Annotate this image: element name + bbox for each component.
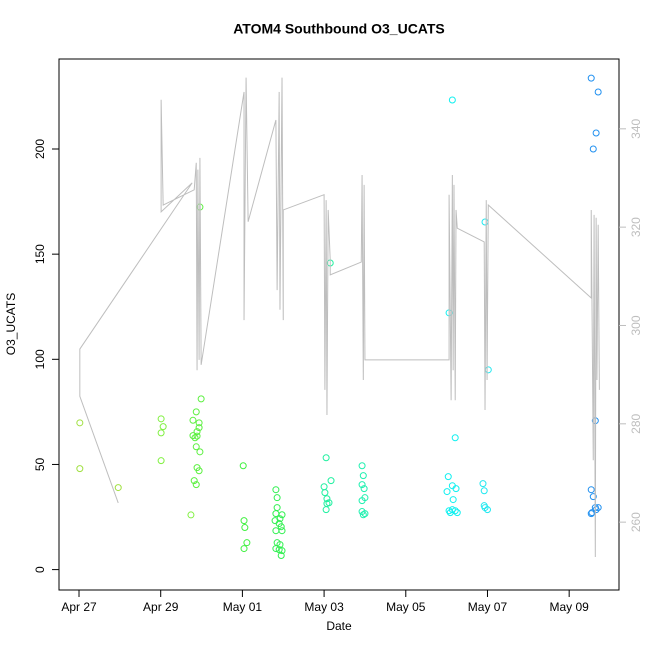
y2-tick-label: 340	[629, 118, 643, 138]
data-point	[481, 218, 489, 226]
data-point	[273, 504, 281, 512]
data-point	[196, 448, 204, 456]
data-point	[446, 509, 454, 517]
data-point	[587, 74, 595, 82]
data-point	[76, 465, 84, 473]
data-point	[189, 416, 197, 424]
y-tick-label: 50	[33, 457, 47, 471]
y2-tick-label: 280	[629, 413, 643, 433]
data-point	[361, 510, 369, 518]
y-axis-label: O3_UCATS	[4, 293, 18, 355]
data-point	[273, 494, 281, 502]
data-point	[322, 454, 330, 462]
data-point	[192, 443, 200, 451]
data-point	[444, 473, 452, 481]
data-point	[193, 432, 201, 440]
data-point	[272, 545, 280, 553]
y-tick-label: 200	[33, 139, 47, 159]
data-point	[192, 408, 200, 416]
data-point	[272, 510, 280, 518]
plot-frame	[58, 58, 620, 591]
x-tick-label: May 09	[549, 600, 589, 614]
data-point	[359, 511, 367, 519]
y-tick-label: 150	[33, 244, 47, 264]
y2-tick-label: 300	[629, 315, 643, 335]
chart-title: ATOM4 Southbound O3_UCATS	[233, 21, 445, 37]
data-point	[484, 366, 492, 374]
data-point	[592, 506, 600, 514]
data-point	[589, 493, 597, 501]
data-point	[587, 486, 595, 494]
y2-tick-label: 260	[629, 512, 643, 532]
data-point	[322, 506, 330, 514]
x-tick-label: Apr 29	[143, 600, 179, 614]
y2-tick-label: 320	[629, 217, 643, 237]
data-point	[189, 432, 197, 440]
x-tick-label: May 05	[386, 600, 426, 614]
data-point	[360, 485, 368, 493]
data-point	[325, 499, 333, 507]
data-point	[114, 484, 122, 492]
data-point	[449, 496, 457, 504]
data-point	[190, 477, 198, 485]
data-point	[480, 487, 488, 495]
data-point	[451, 434, 459, 442]
data-point	[241, 524, 249, 532]
data-point	[453, 509, 461, 517]
data-point	[76, 419, 84, 427]
data-point	[157, 429, 165, 437]
y-tick-label: 0	[33, 566, 47, 573]
data-point	[192, 481, 200, 489]
data-point	[320, 483, 328, 491]
data-point	[240, 517, 248, 525]
y-tick-label: 100	[33, 349, 47, 369]
data-point	[594, 88, 602, 96]
data-point	[587, 510, 595, 518]
data-point	[327, 477, 335, 485]
data-point	[358, 462, 366, 470]
data-point	[358, 481, 366, 489]
data-point	[157, 415, 165, 423]
data-point	[239, 462, 247, 470]
data-point	[358, 497, 366, 505]
data-point	[195, 419, 203, 427]
data-point	[483, 506, 491, 514]
data-point	[157, 457, 165, 465]
data-point	[359, 472, 367, 480]
data-point	[592, 129, 600, 137]
data-point	[193, 428, 201, 436]
data-point	[276, 515, 284, 523]
x-axis-label: Date	[326, 619, 352, 633]
data-point	[277, 523, 285, 531]
data-point	[443, 488, 451, 496]
x-tick-label: May 07	[468, 600, 508, 614]
x-tick-label: May 01	[223, 600, 263, 614]
data-point	[197, 395, 205, 403]
data-point	[479, 480, 487, 488]
x-tick-label: Apr 27	[61, 600, 97, 614]
data-point	[191, 434, 199, 442]
x-tick-label: May 03	[304, 600, 344, 614]
data-point	[276, 541, 284, 549]
line-series	[79, 77, 600, 558]
data-point	[272, 527, 280, 535]
data-point	[277, 552, 285, 560]
data-point	[321, 489, 329, 497]
data-point	[243, 539, 251, 547]
data-point	[240, 545, 248, 553]
data-point	[278, 547, 286, 555]
data-point	[187, 511, 195, 519]
data-point	[278, 511, 286, 519]
data-point	[452, 485, 460, 493]
data-point	[448, 96, 456, 104]
data-point	[195, 424, 203, 432]
data-point	[589, 145, 597, 153]
data-point	[195, 467, 203, 475]
data-point	[278, 527, 286, 535]
data-point	[323, 495, 331, 503]
data-point	[159, 423, 167, 431]
data-point	[272, 486, 280, 494]
